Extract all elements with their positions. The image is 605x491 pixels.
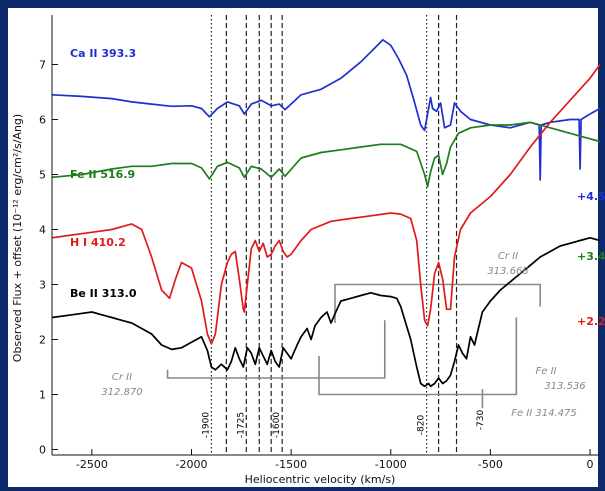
spectrum-line	[51, 64, 601, 345]
y-tick-label: 7	[39, 59, 46, 72]
velocity-marker-label: -820	[417, 415, 427, 436]
x-tick-label: -500	[478, 458, 503, 471]
annotation-fe-314475: Fe II 314.475	[511, 408, 577, 419]
x-tick-label: -2000	[176, 458, 208, 471]
series-label-fe: Fe II 516.9	[70, 168, 135, 181]
y-tick-label: 0	[39, 444, 46, 457]
spectrum-line	[51, 38, 601, 181]
spectrum-line	[51, 121, 601, 188]
series-label-h: H I 410.2	[70, 236, 126, 249]
y-tick-label: 1	[39, 389, 46, 402]
annotation-fe-313536-b: 313.536	[544, 381, 585, 392]
y-tick-label: 5	[39, 169, 46, 182]
x-axis-label: Heliocentric velocity (km/s)	[245, 473, 396, 486]
x-tick-label: -1500	[275, 458, 307, 471]
series-label-be: Be II 313.0	[70, 287, 137, 300]
y-tick-label: 6	[39, 114, 46, 127]
offset-label-fe: +3.4	[577, 250, 605, 263]
y-tick-label: 4	[39, 224, 46, 237]
annotation-cr-313668-b: 313.668	[487, 266, 528, 277]
annotation-vel-730: -730	[476, 410, 486, 431]
y-tick-label: 2	[39, 334, 46, 347]
chart-panel	[8, 8, 598, 487]
line-id-bracket	[166, 320, 386, 379]
series-label-ca: Ca II 393.3	[70, 47, 136, 60]
y-axis-label: Observed Flux + offset (10⁻¹² erg/cm²/s/…	[11, 114, 24, 362]
line-id-bracket	[334, 283, 542, 323]
velocity-marker-label: -1600	[272, 412, 282, 438]
offset-label-ca: +4.5	[577, 190, 605, 203]
annotation-cr-312870-b: 312.870	[101, 387, 142, 398]
annotation-fe-313536-a: Fe II	[536, 366, 557, 377]
annotation-cr-312870-a: Cr II	[112, 372, 132, 383]
x-tick-label: -1000	[375, 458, 407, 471]
line-id-bracket	[318, 317, 518, 396]
annotation-cr-313668-a: Cr II	[498, 251, 518, 262]
velocity-marker-label: -1900	[201, 412, 211, 438]
velocity-marker-label: -1725	[236, 412, 246, 438]
x-tick-label: -2500	[76, 458, 108, 471]
spectrum-line	[51, 236, 601, 388]
x-tick-label: 0	[587, 458, 594, 471]
offset-label-h: +2.2	[577, 315, 605, 328]
y-tick-label: 3	[39, 279, 46, 292]
